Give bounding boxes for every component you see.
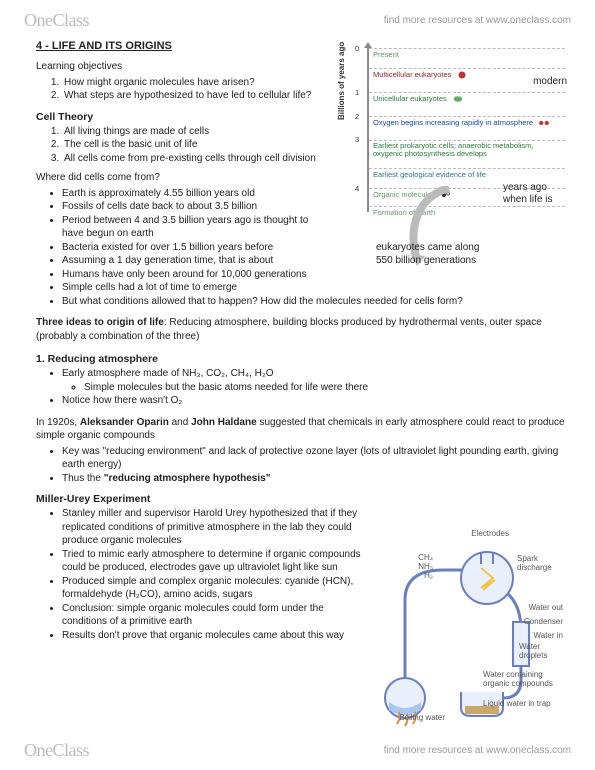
molecule-icon	[537, 118, 551, 128]
cell-theory-head: Cell Theory	[36, 111, 326, 123]
timeline-row: 1 Unicellular eukaryotes	[369, 92, 565, 104]
timeline-annot-modern: modern	[533, 76, 567, 87]
list-item-pre: Thus the	[62, 473, 104, 484]
oparin-name-1: Aleksander Oparin	[80, 417, 169, 428]
where-list: Earth is approximately 4.55 billion year…	[62, 187, 326, 241]
timeline-tick: 3	[355, 136, 359, 144]
reducing-head: 1. Reducing atmosphere	[36, 353, 565, 365]
list-item: Key was "reducing environment" and lack …	[62, 445, 565, 472]
apparatus-label-electrodes: Electrodes	[471, 529, 509, 538]
page-header: OneClass find more resources at www.onec…	[0, 6, 595, 34]
timeline-row: Earliest geological evidence of life	[369, 168, 565, 179]
apparatus-label-droplets: Water droplets	[519, 642, 563, 660]
timeline-tick: 0	[355, 44, 359, 53]
timeline-ylabel: Billions of years ago	[337, 42, 346, 120]
apparatus-label-gases: CH₄ NH₃ H₂	[418, 553, 433, 580]
apparatus-label-boiling: Boiling water	[399, 713, 445, 722]
inline-annot: eukaryotes came along	[376, 241, 479, 255]
list-item-text: Early atmosphere made of NH₃, CO₂, CH₄, …	[62, 368, 274, 379]
list-item: The cell is the basic unit of life	[62, 138, 326, 152]
brand-logo-one: One	[24, 740, 53, 760]
list-item-text: Bacteria existed for over 1.5 billion ye…	[62, 242, 273, 253]
timeline-row: 0 Present	[369, 48, 565, 59]
footer-tagline: find more resources at www.oneclass.com	[384, 745, 571, 756]
inline-annot: 550 billion generations	[376, 254, 476, 268]
learning-objectives-list: How might organic molecules have arisen?…	[62, 76, 326, 103]
cell-icon	[451, 94, 465, 104]
list-item: Simple molecules but the basic atoms nee…	[84, 381, 565, 395]
list-item: Humans have only been around for 10,000 …	[62, 268, 565, 282]
page-footer: OneClass find more resources at www.onec…	[0, 736, 595, 764]
list-item: Fossils of cells date back to about 3.5 …	[62, 200, 326, 214]
list-item: All living things are made of cells	[62, 125, 326, 139]
list-item: Assuming a 1 day generation time, that i…	[62, 254, 392, 268]
apparatus-label-condenser: Condenser	[524, 617, 563, 626]
brand-logo: OneClass	[24, 10, 89, 31]
header-tagline: find more resources at www.oneclass.com	[384, 15, 571, 26]
list-item: Results don't prove that organic molecul…	[62, 629, 366, 643]
learning-objectives-block: Learning objectives How might organic mo…	[36, 60, 326, 241]
miller-head: Miller-Urey Experiment	[36, 493, 565, 505]
page-body: 4 - LIFE AND ITS ORIGINS Billions of yea…	[36, 40, 565, 730]
list-item: What steps are hypothesized to have led …	[62, 89, 326, 103]
organism-icon	[455, 70, 469, 80]
miller-list: Stanley miller and supervisor Harold Ure…	[62, 507, 366, 642]
three-ideas-head: Three ideas to origin of life	[36, 317, 164, 328]
list-item: Tried to mimic early atmosphere to deter…	[62, 548, 366, 575]
where-list-continued: Bacteria existed for over 1.5 billion ye…	[36, 241, 565, 309]
timeline-row-label: Present	[373, 50, 399, 59]
list-item: Early atmosphere made of NH₃, CO₂, CH₄, …	[62, 367, 565, 394]
where-head: Where did cells come from?	[36, 171, 326, 185]
brand-logo-class: Class	[53, 10, 90, 30]
oparin-mid: and	[169, 417, 191, 428]
learning-objectives-head: Learning objectives	[36, 60, 326, 74]
timeline-row-label: Earliest geological evidence of life	[373, 170, 486, 179]
timeline-row: 3 Earliest prokaryotic cells; anaerobic …	[369, 140, 565, 159]
list-item: Thus the "reducing atmosphere hypothesis…	[62, 472, 565, 486]
brand-logo-one: One	[24, 10, 53, 30]
three-ideas-para: Three ideas to origin of life: Reducing …	[36, 316, 565, 343]
timeline-row: 2 Oxygen begins increasing rapidly in at…	[369, 116, 565, 128]
timeline-row-label: Multicellular eukaryotes	[373, 70, 451, 79]
list-item: Notice how there wasn't O₂	[62, 394, 565, 408]
list-item-text: Assuming a 1 day generation time, that i…	[62, 255, 273, 266]
reducing-list: Early atmosphere made of NH₃, CO₂, CH₄, …	[62, 367, 565, 408]
list-item: Bacteria existed for over 1.5 billion ye…	[62, 241, 392, 255]
oparin-pre: In 1920s,	[36, 417, 80, 428]
brand-logo: OneClass	[24, 740, 89, 761]
list-item: Simple cells had a lot of time to emerge	[62, 281, 565, 295]
list-item: Period between 4 and 3.5 billion years a…	[62, 214, 326, 241]
timeline-tick: 1	[355, 88, 359, 97]
list-item: All cells come from pre-existing cells t…	[62, 152, 326, 166]
miller-block: Stanley miller and supervisor Harold Ure…	[36, 507, 366, 642]
timeline-row-label: Earliest prokaryotic cells; anaerobic me…	[373, 141, 533, 158]
oparin-list: Key was "reducing environment" and lack …	[62, 445, 565, 486]
timeline-row-label: Oxygen begins increasing rapidly in atmo…	[373, 118, 533, 127]
oparin-name-2: John Haldane	[191, 417, 257, 428]
timeline-tick: 4	[355, 184, 359, 193]
apparatus-label-spark: Spark discharge	[517, 554, 561, 572]
timeline-row-label: Unicellular eukaryotes	[373, 94, 447, 103]
brand-logo-class: Class	[53, 740, 90, 760]
where-list-2: Bacteria existed for over 1.5 billion ye…	[62, 241, 565, 309]
apparatus-label-sample: Liquid water in trap	[483, 699, 563, 708]
reducing-sublist: Simple molecules but the basic atoms nee…	[84, 381, 565, 395]
oparin-para: In 1920s, Aleksander Oparin and John Hal…	[36, 416, 565, 443]
apparatus-label-waterout: Water out	[529, 603, 563, 612]
list-item: Produced simple and complex organic mole…	[62, 575, 366, 602]
apparatus-label-waterin: Water in	[534, 631, 564, 640]
list-item-bold: "reducing atmosphere hypothesis"	[104, 473, 271, 484]
list-item: Conclusion: simple organic molecules cou…	[62, 602, 366, 629]
apparatus-label-trap: Water containing organic compounds	[483, 670, 563, 688]
list-item: Stanley miller and supervisor Harold Ure…	[62, 507, 366, 548]
timeline-tick: 2	[355, 112, 359, 121]
list-item: How might organic molecules have arisen?	[62, 76, 326, 90]
timeline-annot-years: years ago when life is	[503, 182, 567, 206]
list-item: Earth is approximately 4.55 billion year…	[62, 187, 326, 201]
list-item: But what conditions allowed that to happ…	[62, 295, 565, 309]
cell-theory-list: All living things are made of cells The …	[62, 125, 326, 166]
